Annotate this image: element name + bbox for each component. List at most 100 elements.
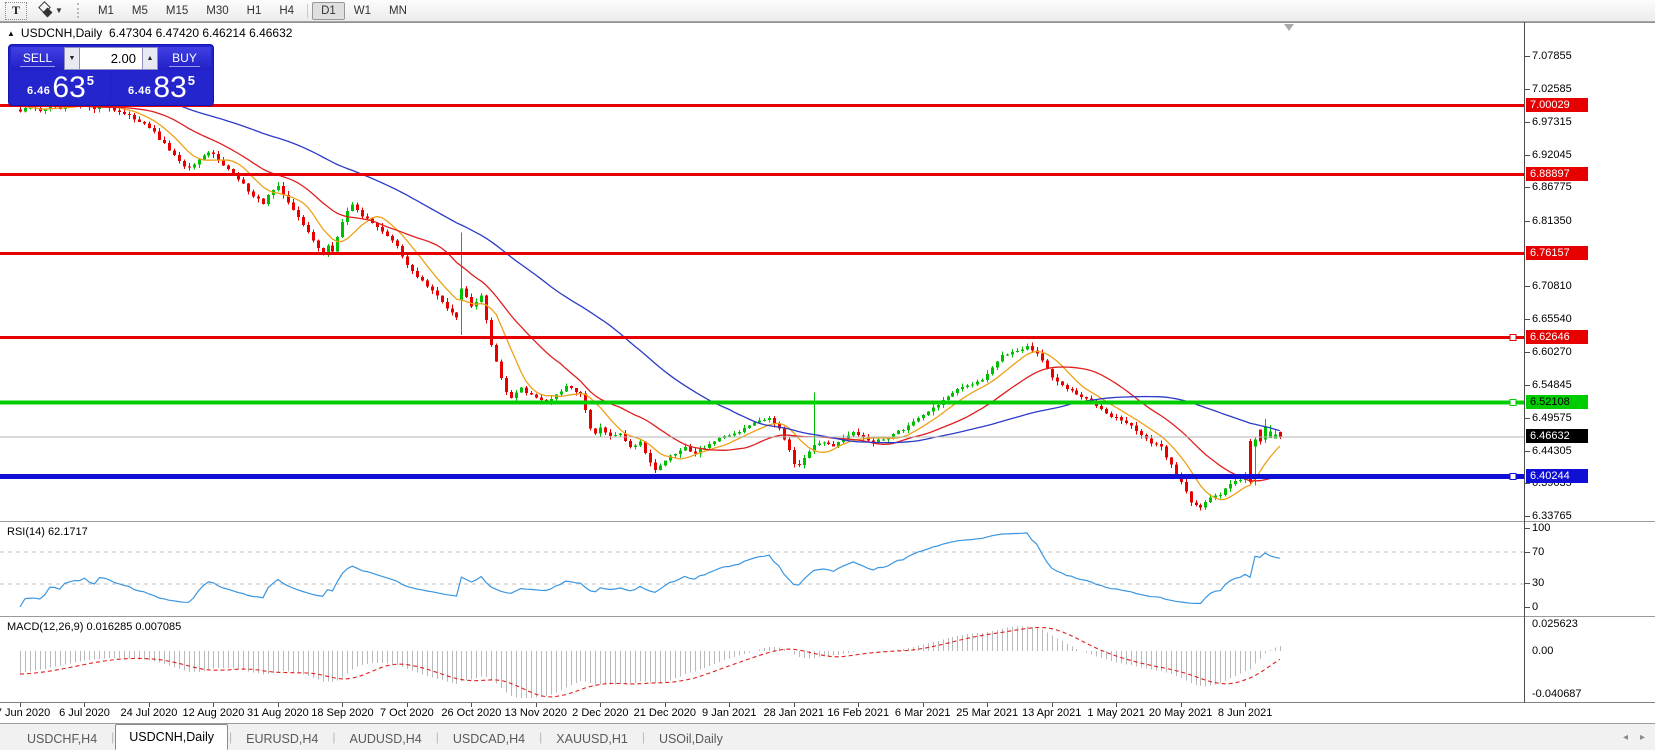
- price-tag-6.52108[interactable]: 6.52108: [1526, 395, 1588, 410]
- macd-axis-label: 0.00: [1532, 645, 1554, 657]
- price-tag-6.88897[interactable]: 6.88897: [1526, 167, 1588, 182]
- date-axis-label: 9 Jan 2021: [702, 707, 757, 719]
- price-axis-label: 6.86775: [1532, 181, 1572, 194]
- date-axis-label: 24 Jul 2020: [120, 707, 178, 719]
- tab-usdcad-h4[interactable]: USDCAD,H4: [452, 732, 526, 746]
- price-tag-6.62646[interactable]: 6.62646: [1526, 329, 1588, 344]
- one-click-toggle-icon[interactable]: ▲: [7, 29, 15, 38]
- date-axis-label: 28 Jan 2021: [763, 707, 825, 719]
- price-axis-label: 6.54845: [1532, 379, 1572, 392]
- tab-separator: |: [111, 730, 115, 744]
- price-axis-label: 6.49575: [1532, 412, 1572, 425]
- chart-tabs: USDCHF,H4 | USDCNH,Daily | EURUSD,H4 | AUDUSD,…: [14, 724, 736, 750]
- hlines-layer[interactable]: [0, 104, 1524, 480]
- hline-handle-6.52108[interactable]: [1509, 399, 1517, 406]
- sell-price-big: 63: [52, 71, 86, 104]
- buy-button[interactable]: BUY: [158, 47, 211, 70]
- panel-borders: [0, 22, 1655, 707]
- hline-handle-6.62646[interactable]: [1509, 334, 1517, 341]
- tab-audusd-h4[interactable]: AUDUSD,H4: [349, 732, 422, 746]
- sell-price-sup: 5: [86, 73, 95, 88]
- rsi-axis-label: 70: [1532, 545, 1545, 558]
- price-axis-label: 6.81350: [1532, 214, 1572, 227]
- timeframe-button-h4[interactable]: H4: [270, 2, 303, 20]
- date-axis-label: 2 Dec 2020: [572, 707, 629, 719]
- price-axis-label: 6.92045: [1532, 148, 1572, 161]
- date-axis-label: 12 Aug 2020: [182, 707, 245, 719]
- sell-price-button[interactable]: 6.46 63 5: [11, 71, 110, 103]
- timeframe-button-m1[interactable]: M1: [89, 2, 123, 20]
- main-plot-layer: [19, 45, 1282, 511]
- price-tag-6.76157[interactable]: 6.76157: [1526, 246, 1588, 261]
- date-axis-label: 6 Mar 2021: [894, 707, 951, 719]
- date-axis-label: 6 Jul 2020: [59, 707, 110, 719]
- tab-scroll-left-icon[interactable]: ◂: [1622, 731, 1628, 743]
- chevron-down-icon: ▼: [55, 6, 63, 15]
- tab-separator: |: [641, 730, 645, 744]
- timeframe-group-separator: [307, 3, 309, 18]
- price-axis-label: 6.44305: [1532, 444, 1572, 457]
- ma-8-line: [19, 104, 1281, 501]
- sell-button-label: SELL: [19, 51, 56, 67]
- timeframe-button-m5[interactable]: M5: [123, 2, 157, 20]
- volume-increase-button[interactable]: ▲: [142, 47, 158, 70]
- macd-axis-label: 0.025623: [1532, 618, 1578, 630]
- buy-price-sup: 5: [187, 73, 196, 88]
- diamond-filled-icon: [42, 7, 53, 18]
- price-tag-7.00029[interactable]: 7.00029: [1526, 98, 1588, 113]
- current-price-tag: 6.46632: [1526, 429, 1588, 444]
- date-axis-label: 21 Dec 2020: [633, 707, 696, 719]
- one-click-trading-panel: SELL ▼ ▲ BUY 6.46 63 5 6.46 83 5: [8, 44, 214, 106]
- candles-layer: [19, 101, 1282, 511]
- tab-usoil-daily[interactable]: USOil,Daily: [658, 732, 723, 746]
- date-axis-label: 16 Feb 2021: [827, 707, 890, 719]
- timeframe-button-w1[interactable]: W1: [345, 2, 380, 20]
- hline-handle-6.40244[interactable]: [1509, 473, 1517, 480]
- timeframe-button-h1[interactable]: H1: [238, 2, 271, 20]
- date-axis-label: 7 Oct 2020: [379, 707, 434, 719]
- timeframe-button-m15[interactable]: M15: [157, 2, 197, 20]
- price-tag-6.40244[interactable]: 6.40244: [1526, 468, 1588, 483]
- text-tool-button[interactable]: T: [5, 1, 28, 20]
- rsi-axis-label: 100: [1532, 522, 1551, 534]
- tab-separator: |: [229, 730, 233, 744]
- buy-button-label: BUY: [169, 51, 200, 67]
- date-axis-label: 25 Mar 2021: [956, 707, 1019, 719]
- date-axis-label: 17 Jun 2020: [0, 707, 51, 719]
- date-axis-label: 13 Apr 2021: [1022, 707, 1082, 719]
- date-axis-label: 20 May 2021: [1148, 707, 1213, 719]
- tab-xauusd-h1[interactable]: XAUUSD,H1: [556, 732, 628, 746]
- volume-input[interactable]: [80, 47, 142, 70]
- timeframe-button-d1[interactable]: D1: [312, 1, 345, 20]
- macd-axis-label: -0.040687: [1532, 688, 1582, 700]
- price-axis-label: 6.97315: [1532, 115, 1572, 128]
- tab-eurusd-h4[interactable]: EURUSD,H4: [246, 732, 319, 746]
- chart-ohlc-values: 6.47304 6.47420 6.46214 6.46632: [108, 26, 293, 40]
- tab-separator: |: [539, 730, 543, 744]
- macd-label: MACD(12,26,9) 0.016285 0.007085: [7, 621, 182, 633]
- rsi-line: [19, 532, 1280, 608]
- tab-usdcnh-daily[interactable]: USDCNH,Daily: [115, 724, 229, 750]
- buy-price-button[interactable]: 6.46 83 5: [112, 71, 211, 103]
- buy-price-prefix: 6.46: [127, 85, 152, 97]
- macd-histogram-layer: [20, 626, 1281, 698]
- sell-button[interactable]: SELL: [11, 47, 64, 70]
- volume-decrease-button[interactable]: ▼: [64, 47, 80, 70]
- ma-21-line: [19, 90, 1281, 482]
- rsi-label: RSI(14) 62.1717: [7, 526, 88, 538]
- tab-usdchf-h4[interactable]: USDCHF,H4: [27, 732, 98, 746]
- timeframe-button-m30[interactable]: M30: [197, 2, 237, 20]
- price-axis-label: 7.07855: [1532, 50, 1572, 63]
- price-axis-label: 6.33765: [1532, 510, 1572, 523]
- chart-shift-marker-icon: [1284, 24, 1294, 31]
- price-axis-label: 6.70810: [1532, 280, 1572, 293]
- tab-scroll-right-icon[interactable]: ▸: [1639, 731, 1645, 743]
- timeframe-button-mn[interactable]: MN: [380, 2, 416, 20]
- tab-separator: |: [332, 730, 336, 744]
- date-axis-label: 1 May 2021: [1087, 707, 1145, 719]
- price-axis-label: 7.02585: [1532, 83, 1572, 96]
- date-axis-label: 8 Jun 2021: [1217, 707, 1273, 719]
- arrow-objects-button[interactable]: ▼: [33, 1, 70, 20]
